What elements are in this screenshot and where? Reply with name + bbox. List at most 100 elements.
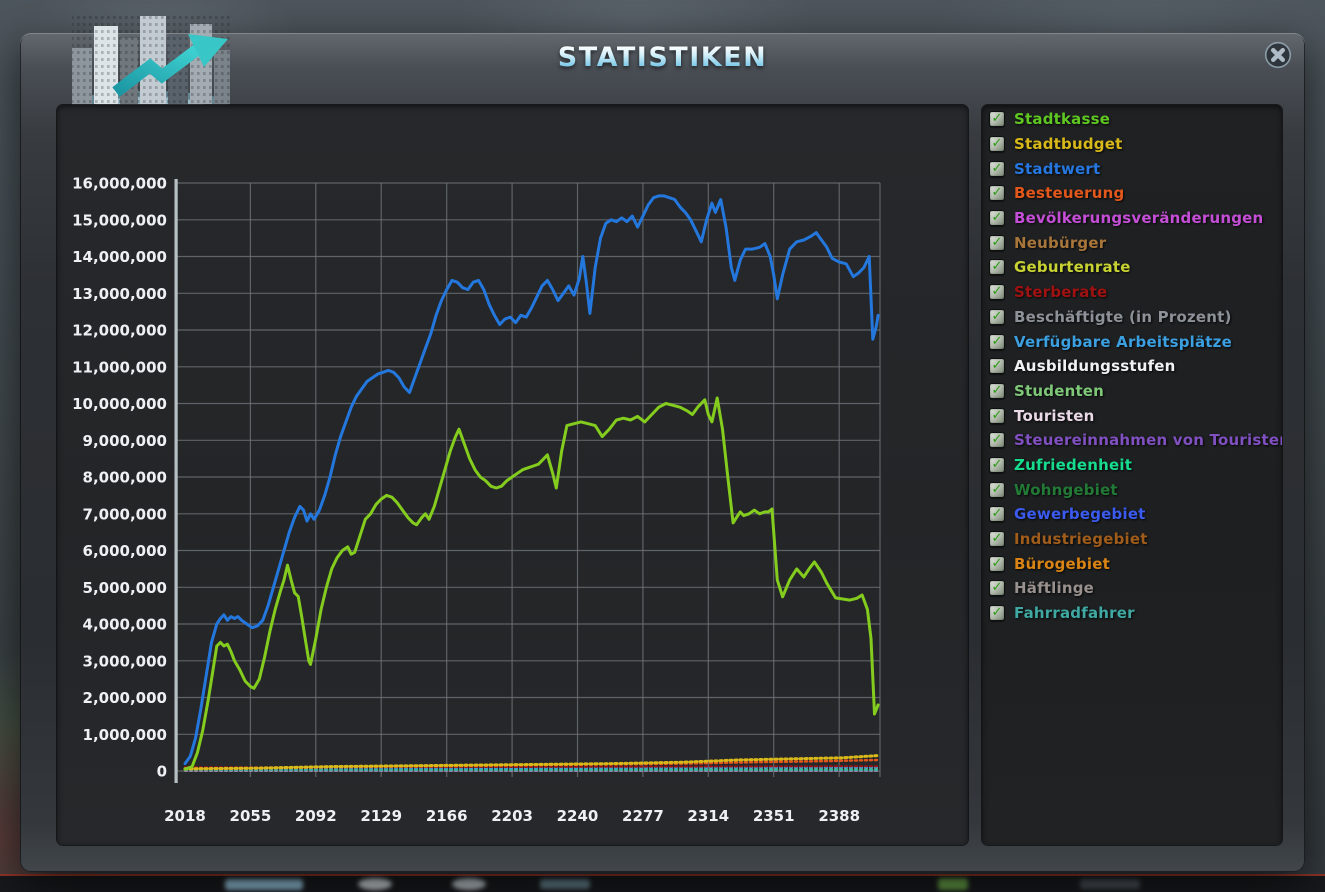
series-line-stadtwert <box>183 194 880 766</box>
y-tick-label: 0 <box>157 763 167 781</box>
city-buildings-arrow-icon <box>72 16 230 117</box>
legend-label: Gewerbegebiet <box>1014 505 1146 524</box>
legend-label: Stadtkasse <box>1014 110 1111 129</box>
checkbox-checked-icon[interactable]: ✓ <box>989 531 1005 548</box>
y-tick-label: 9,000,000 <box>83 432 167 450</box>
y-tick-label: 1,000,000 <box>83 726 167 744</box>
y-tick-label: 15,000,000 <box>72 211 167 229</box>
checkbox-checked-icon[interactable]: ✓ <box>989 506 1005 523</box>
taskbar-blob <box>225 879 303 890</box>
legend-label: Touristen <box>1014 406 1095 425</box>
legend-label: Häftlinge <box>1014 579 1095 598</box>
series-line-stadtbudget <box>183 754 880 771</box>
legend-item-studenten[interactable]: ✓ Studenten <box>982 379 1282 404</box>
checkbox-checked-icon[interactable]: ✓ <box>989 111 1005 128</box>
legend-item-zufriedenheit[interactable]: ✓ Zufriedenheit <box>982 453 1282 478</box>
x-tick-label: 2203 <box>491 807 533 825</box>
legend-item-haeftlinge[interactable]: ✓ Häftlinge <box>982 576 1282 601</box>
checkbox-checked-icon[interactable]: ✓ <box>989 456 1005 473</box>
checkbox-checked-icon[interactable]: ✓ <box>989 185 1005 202</box>
x-tick-label: 2055 <box>230 807 272 825</box>
legend-label: Sterberate <box>1014 283 1108 302</box>
legend-label: Wohngebiet <box>1014 480 1118 499</box>
legend-list: ✓ Stadtkasse ✓ Stadtbudget ✓ Stadtwert ✓ Besteu… <box>982 105 1282 625</box>
checkbox-checked-icon[interactable]: ✓ <box>989 555 1005 572</box>
legend-label: Steuereinnahmen von Touristen <box>1014 431 1282 450</box>
legend-item-stadtkasse[interactable]: ✓ Stadtkasse <box>982 107 1282 132</box>
taskbar-blob <box>452 878 486 890</box>
checkbox-checked-icon[interactable]: ✓ <box>989 382 1005 399</box>
y-tick-label: 8,000,000 <box>83 469 167 487</box>
checkbox-checked-icon[interactable]: ✓ <box>989 580 1005 597</box>
y-tick-label: 6,000,000 <box>83 542 167 560</box>
y-tick-label: 13,000,000 <box>72 285 167 303</box>
legend-item-stadtwert[interactable]: ✓ Stadtwert <box>982 156 1282 181</box>
x-tick-label: 2129 <box>360 807 402 825</box>
legend-item-steuereinnahmen-von-touristen[interactable]: ✓ Steuereinnahmen von Touristen <box>982 428 1282 453</box>
legend-item-industriegebiet[interactable]: ✓ Industriegebiet <box>982 527 1282 552</box>
legend-item-geburtenrate[interactable]: ✓ Geburtenrate <box>982 255 1282 280</box>
x-tick-label: 2240 <box>557 807 599 825</box>
legend-item-buerogebiet[interactable]: ✓ Bürogebiet <box>982 551 1282 576</box>
y-tick-label: 16,000,000 <box>72 175 167 193</box>
y-axis-tick-labels: 16,000,000 15,000,000 14,000,000 13,000,000… <box>72 175 167 781</box>
legend-item-verfuegbare-arbeitsplaetze[interactable]: ✓ Verfügbare Arbeitsplätze <box>982 329 1282 354</box>
legend-item-sterberate[interactable]: ✓ Sterberate <box>982 280 1282 305</box>
y-tick-label: 5,000,000 <box>83 579 167 597</box>
legend-label: Bevölkerungsveränderungen <box>1014 209 1264 228</box>
legend-item-gewerbegebiet[interactable]: ✓ Gewerbegebiet <box>982 502 1282 527</box>
legend-label: Zufriedenheit <box>1014 455 1133 474</box>
x-tick-label: 2166 <box>426 807 468 825</box>
legend-item-beschaeftigte-in-prozent[interactable]: ✓ Beschäftigte (in Prozent) <box>982 305 1282 330</box>
checkbox-checked-icon[interactable]: ✓ <box>989 358 1005 375</box>
y-tick-label: 2,000,000 <box>83 689 167 707</box>
close-icon <box>1264 41 1292 69</box>
chart-grid <box>176 182 881 777</box>
legend-label: Stadtbudget <box>1014 135 1123 154</box>
taskbar-blob <box>938 878 968 890</box>
page-title: STATISTIKEN <box>20 42 1305 73</box>
legend-item-ausbildungsstufen[interactable]: ✓ Ausbildungsstufen <box>982 354 1282 379</box>
y-axis-line <box>174 179 178 783</box>
legend-item-stadtbudget[interactable]: ✓ Stadtbudget <box>982 132 1282 157</box>
legend-panel: ✓ Stadtkasse ✓ Stadtbudget ✓ Stadtwert ✓ Besteu… <box>982 105 1282 845</box>
y-tick-label: 12,000,000 <box>72 322 167 340</box>
checkbox-checked-icon[interactable]: ✓ <box>989 481 1005 498</box>
y-tick-label: 4,000,000 <box>83 616 167 634</box>
checkbox-checked-icon[interactable]: ✓ <box>989 210 1005 227</box>
checkbox-checked-icon[interactable]: ✓ <box>989 333 1005 350</box>
taskbar-blob <box>358 878 392 890</box>
checkbox-checked-icon[interactable]: ✓ <box>989 284 1005 301</box>
legend-label: Industriegebiet <box>1014 530 1148 549</box>
legend-item-fahrradfahrer[interactable]: ✓ Fahrradfahrer <box>982 601 1282 626</box>
checkbox-checked-icon[interactable]: ✓ <box>989 136 1005 153</box>
checkbox-checked-icon[interactable]: ✓ <box>989 432 1005 449</box>
legend-item-touristen[interactable]: ✓ Touristen <box>982 403 1282 428</box>
background-taskbar <box>0 874 1325 892</box>
checkbox-checked-icon[interactable]: ✓ <box>989 308 1005 325</box>
legend-item-neubuerger[interactable]: ✓ Neubürger <box>982 230 1282 255</box>
legend-item-wohngebiet[interactable]: ✓ Wohngebiet <box>982 477 1282 502</box>
legend-label: Neubürger <box>1014 233 1107 252</box>
close-button[interactable] <box>1264 41 1292 69</box>
checkbox-checked-icon[interactable]: ✓ <box>989 605 1005 622</box>
x-tick-label: 2314 <box>687 807 729 825</box>
chart-panel: 16,000,000 15,000,000 14,000,000 13,000,000… <box>57 105 968 845</box>
checkbox-checked-icon[interactable]: ✓ <box>989 160 1005 177</box>
legend-label: Studenten <box>1014 381 1105 400</box>
statistics-app-icon <box>58 8 288 118</box>
legend-item-bevoelkerungsveraenderungen[interactable]: ✓ Bevölkerungsveränderungen <box>982 206 1282 231</box>
y-tick-label: 14,000,000 <box>72 248 167 266</box>
legend-label: Verfügbare Arbeitsplätze <box>1014 332 1232 351</box>
legend-label: Geburtenrate <box>1014 258 1131 277</box>
checkbox-checked-icon[interactable]: ✓ <box>989 407 1005 424</box>
x-axis-tick-labels: 2018 2055 2092 2129 2166 2203 2240 2277 2314 2351… <box>164 807 860 825</box>
y-tick-label: 3,000,000 <box>83 652 167 670</box>
statistics-window: STATISTIKEN 16,000,000 15,000,000 14,000,0… <box>20 16 1305 872</box>
taskbar-blob <box>1080 879 1140 889</box>
checkbox-checked-icon[interactable]: ✓ <box>989 259 1005 276</box>
x-tick-label: 2277 <box>622 807 664 825</box>
x-tick-label: 2092 <box>295 807 337 825</box>
checkbox-checked-icon[interactable]: ✓ <box>989 234 1005 251</box>
legend-item-besteuerung[interactable]: ✓ Besteuerung <box>982 181 1282 206</box>
